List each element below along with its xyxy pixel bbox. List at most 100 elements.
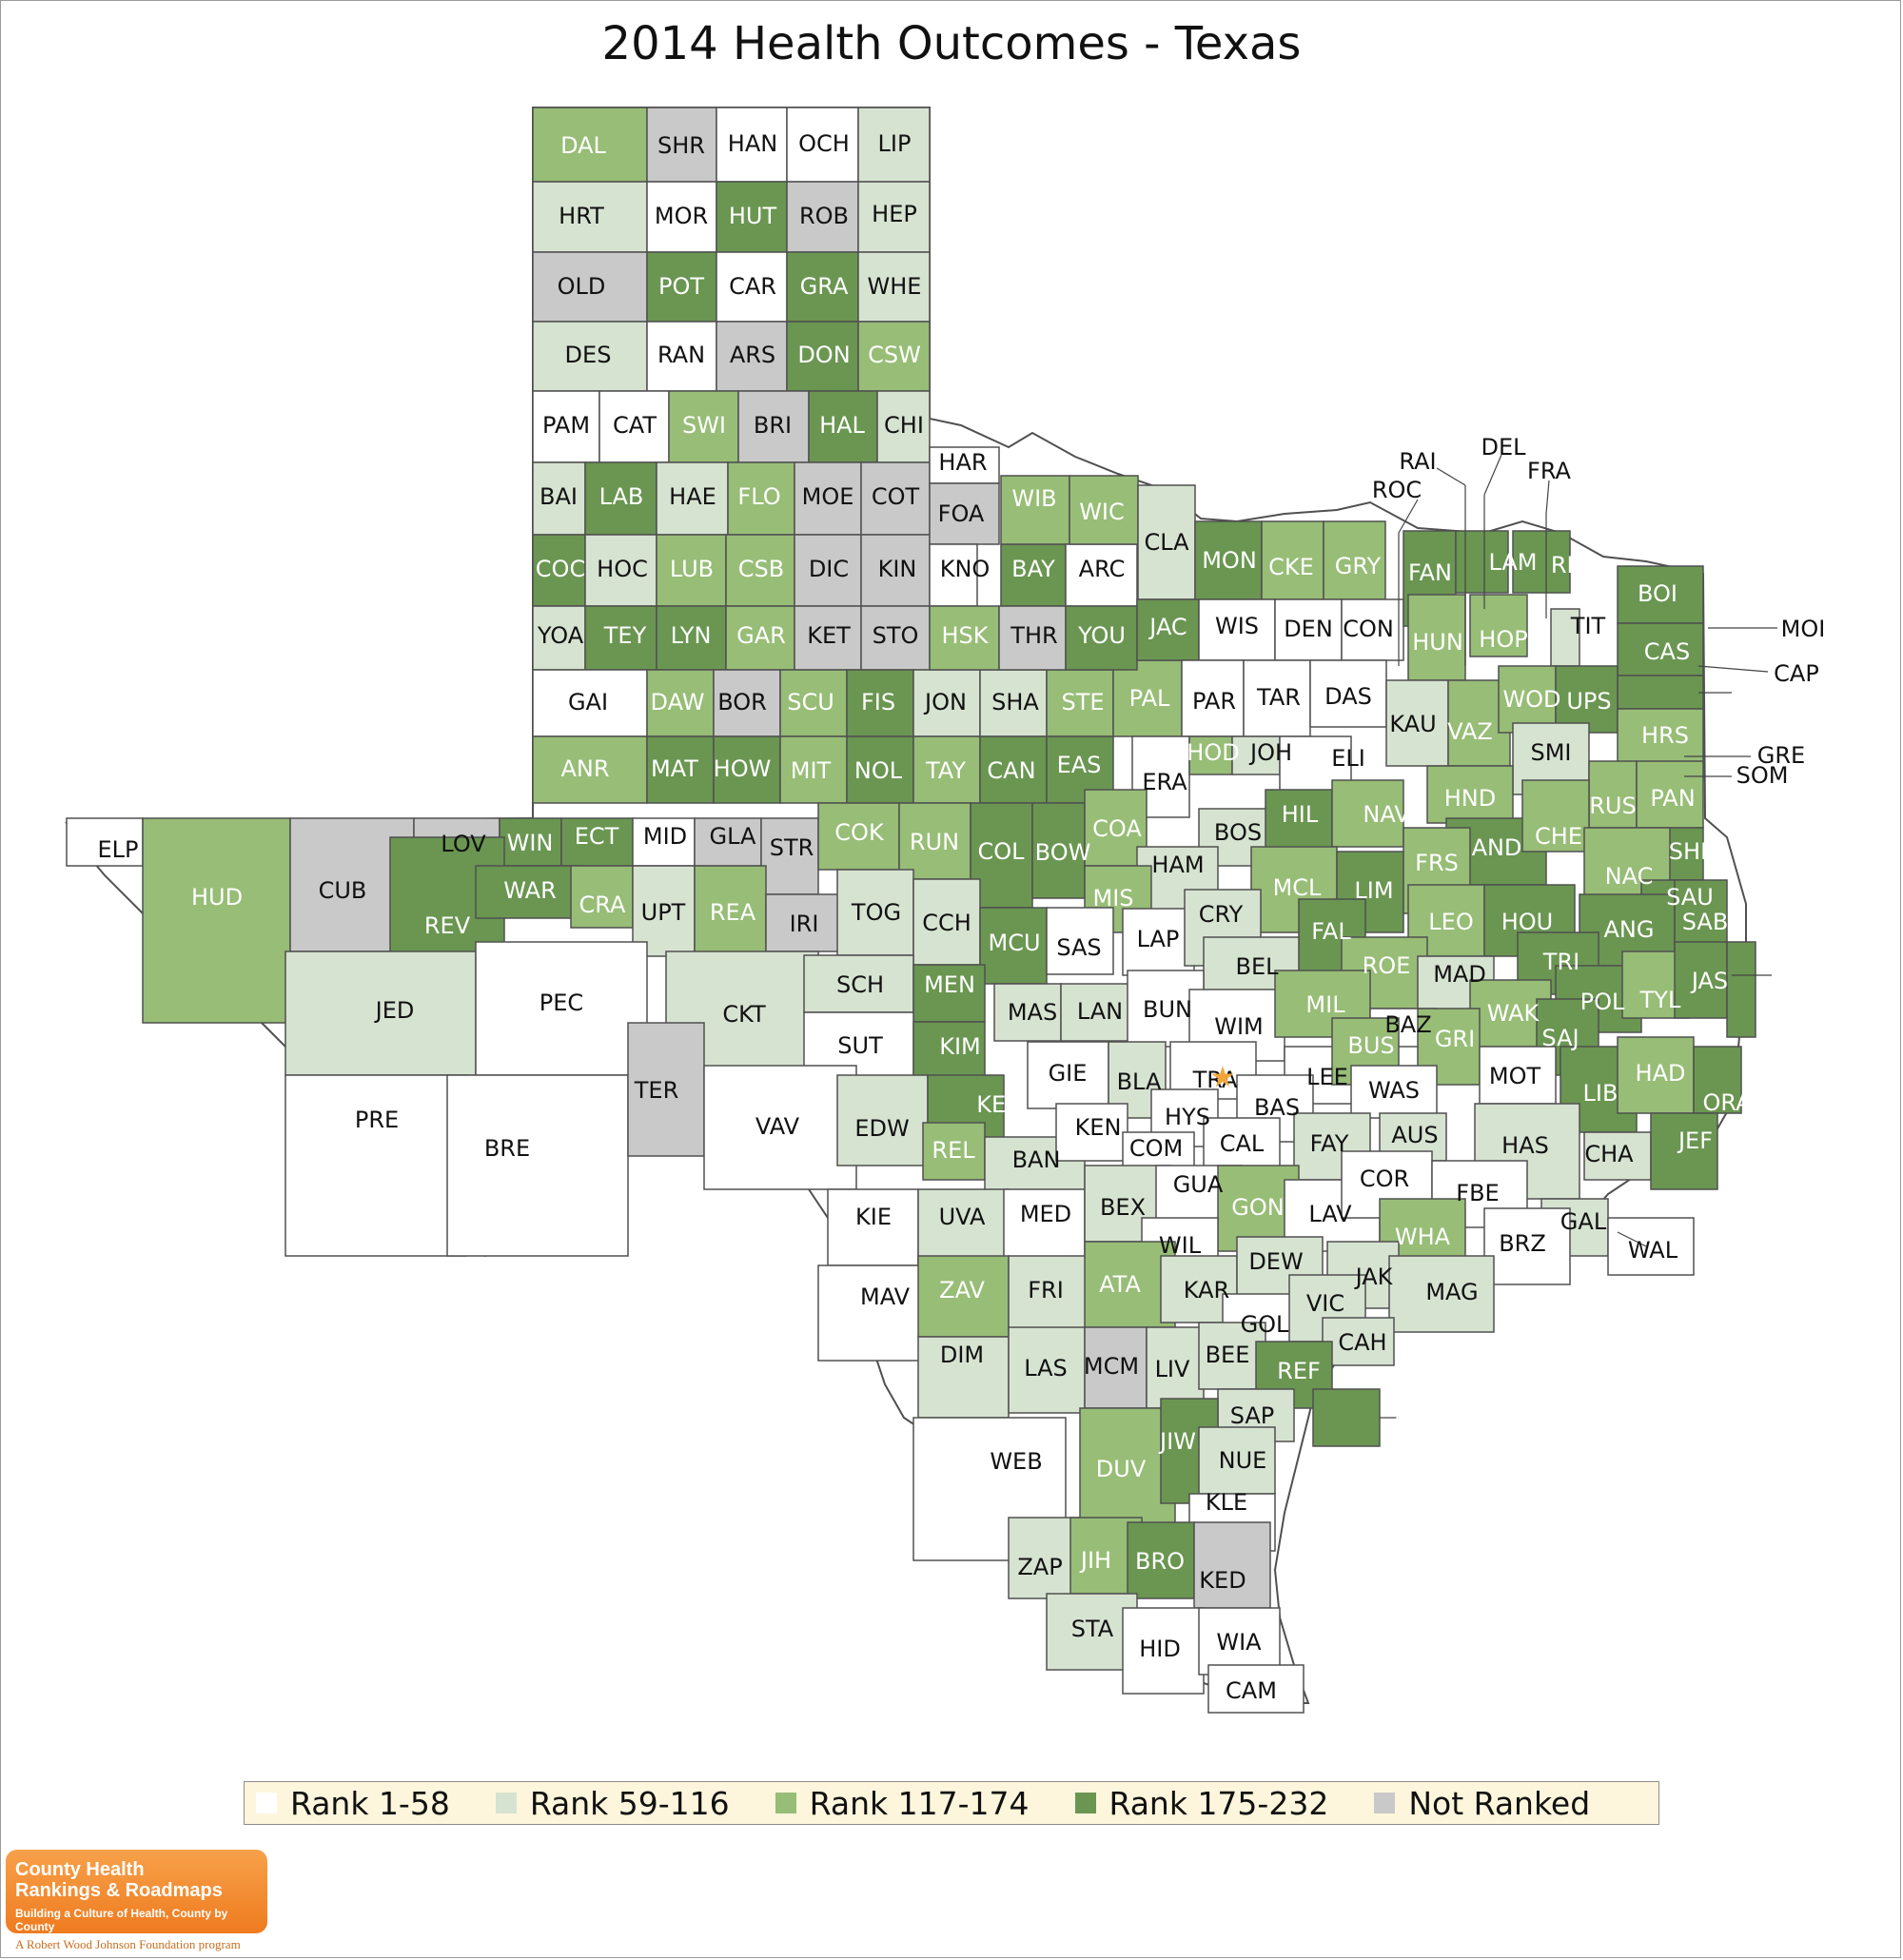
county-eas[interactable] [1046, 735, 1114, 804]
county-kno[interactable] [929, 543, 978, 607]
county-upt[interactable] [632, 865, 696, 957]
county-bor[interactable] [713, 669, 781, 737]
county-pot[interactable] [646, 251, 717, 323]
county-tit[interactable] [1550, 608, 1580, 667]
county-moe[interactable] [794, 461, 862, 536]
county-kim[interactable] [912, 1021, 986, 1085]
county-hop[interactable] [1469, 594, 1528, 657]
county-cam[interactable] [1207, 1664, 1305, 1714]
county-flo[interactable] [727, 461, 795, 536]
county-gry[interactable] [1323, 520, 1386, 600]
county-pan[interactable] [1636, 760, 1704, 829]
county-ect[interactable] [560, 817, 634, 867]
county-gra[interactable] [786, 251, 859, 323]
county-mcm[interactable] [1084, 1326, 1148, 1409]
county-thr[interactable] [998, 605, 1067, 671]
county-jed[interactable] [284, 951, 477, 1076]
county-lub[interactable] [656, 534, 727, 607]
county-war[interactable] [475, 865, 581, 919]
county-coc[interactable] [532, 534, 586, 607]
county-vav[interactable] [703, 1065, 857, 1190]
county-lam[interactable] [1455, 530, 1509, 594]
county-hep[interactable] [857, 181, 931, 253]
county-joh[interactable] [1231, 735, 1281, 775]
county-cra[interactable] [570, 865, 634, 929]
county-pre[interactable] [284, 1074, 467, 1257]
county-wod[interactable] [1498, 665, 1557, 734]
county-wib[interactable] [1000, 475, 1070, 545]
county-che[interactable] [1521, 779, 1590, 853]
county-gai[interactable] [532, 669, 648, 737]
county-ste[interactable] [1046, 669, 1114, 737]
county-jac[interactable] [1136, 598, 1200, 661]
county-tog[interactable] [836, 869, 914, 956]
county-bri[interactable] [737, 390, 810, 463]
county-mas[interactable] [993, 983, 1062, 1042]
county-whe[interactable] [857, 251, 931, 323]
county-iri[interactable] [765, 893, 843, 952]
county-hod[interactable] [1188, 735, 1233, 775]
county-ket[interactable] [794, 605, 862, 671]
county-mar[interactable] [1617, 675, 1704, 710]
county-sha[interactable] [979, 669, 1048, 737]
county-ora[interactable] [1693, 1046, 1742, 1114]
county-mit[interactable] [779, 735, 848, 804]
county-mav[interactable] [817, 1264, 924, 1362]
county-health-rankings-logo[interactable]: County Health Rankings & Roadmaps Buildi… [6, 1850, 267, 1933]
county-mag[interactable] [1388, 1255, 1495, 1333]
county-you[interactable] [1065, 605, 1138, 671]
county-csb[interactable] [725, 534, 795, 607]
county-hsk[interactable] [929, 605, 1000, 671]
county-sas[interactable] [1046, 907, 1114, 975]
county-tey[interactable] [584, 605, 657, 671]
county-mon[interactable] [1194, 520, 1263, 600]
county-duv[interactable] [1079, 1407, 1176, 1533]
county-lab[interactable] [584, 461, 657, 536]
county-pam[interactable] [532, 390, 600, 463]
county-swi[interactable] [668, 390, 739, 463]
county-nol[interactable] [846, 735, 914, 804]
county-men[interactable] [912, 964, 986, 1023]
county-str[interactable] [760, 817, 819, 895]
county-ran[interactable] [646, 321, 717, 392]
county-edw[interactable] [836, 1074, 929, 1166]
county-fri[interactable] [1008, 1255, 1095, 1333]
county-foa[interactable] [929, 482, 1000, 545]
county-ups[interactable] [1555, 665, 1619, 734]
county-boi[interactable] [1617, 565, 1704, 624]
county-kin[interactable] [860, 534, 931, 607]
county-zap[interactable] [1008, 1517, 1081, 1599]
county-red[interactable] [1512, 530, 1571, 594]
county-coa[interactable] [1084, 789, 1148, 867]
county-uva[interactable] [917, 1188, 1010, 1266]
county-fis[interactable] [846, 669, 914, 737]
county-pal[interactable] [1112, 659, 1183, 737]
county-gie[interactable] [1027, 1041, 1109, 1109]
county-lip[interactable] [857, 107, 931, 183]
county-cha[interactable] [1583, 1131, 1652, 1181]
county-gla[interactable] [694, 817, 762, 867]
county-bai[interactable] [532, 461, 586, 536]
county-mor[interactable] [646, 181, 717, 253]
county-sta[interactable] [1046, 1593, 1138, 1671]
county-ked[interactable] [1193, 1521, 1271, 1609]
county-rea[interactable] [694, 865, 767, 957]
county-wal[interactable] [1607, 1217, 1695, 1276]
county-ken[interactable] [1055, 1103, 1128, 1162]
county-mat[interactable] [646, 735, 715, 804]
county-cot[interactable] [860, 461, 931, 536]
county-cla[interactable] [1137, 484, 1196, 600]
county-run[interactable] [898, 802, 971, 880]
county-jef[interactable] [1650, 1112, 1718, 1190]
county-ars[interactable] [716, 321, 788, 392]
county-dic[interactable] [794, 534, 862, 607]
county-cch[interactable] [912, 878, 981, 966]
county-lan[interactable] [1060, 983, 1133, 1042]
county-bro[interactable] [1127, 1521, 1195, 1599]
county-liv[interactable] [1146, 1326, 1205, 1409]
county-har[interactable] [929, 446, 1000, 484]
county-cke[interactable] [1261, 520, 1324, 600]
county-gar[interactable] [725, 605, 795, 671]
county-chi[interactable] [876, 390, 931, 463]
county-anr[interactable] [532, 735, 648, 804]
